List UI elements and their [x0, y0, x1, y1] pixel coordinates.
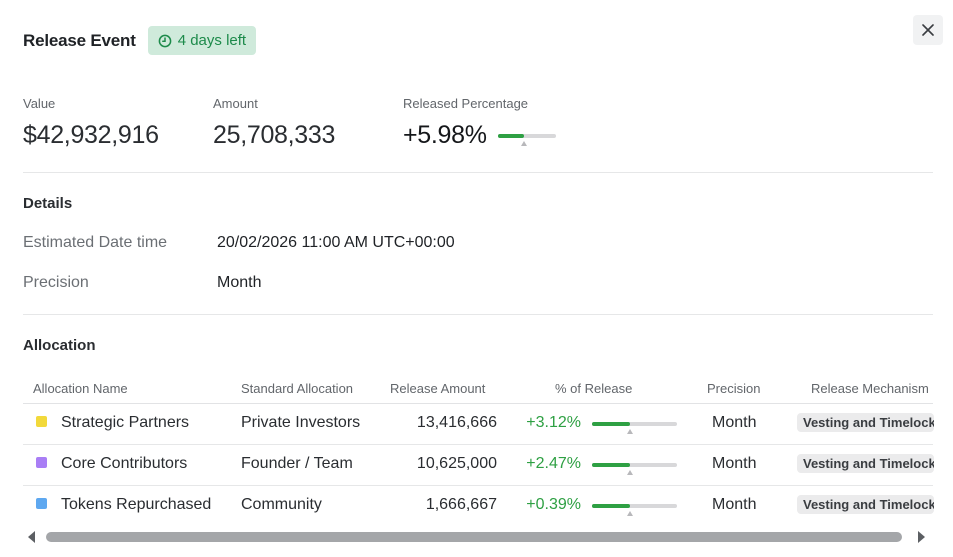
divider [23, 172, 933, 173]
scroll-right-arrow-icon[interactable] [918, 531, 925, 543]
detail-date-value: 20/02/2026 11:00 AM UTC+00:00 [217, 234, 455, 251]
mechanism-chip: Vesting and Timelock [797, 413, 934, 432]
released-progress-fill [497, 133, 524, 138]
mechanism-chip: Vesting and Timelock [797, 495, 934, 514]
column-header[interactable]: Standard Allocation [241, 381, 354, 396]
standard-allocation: Founder / Team [241, 455, 353, 472]
table-header: Allocation Name Standard Allocation Rele… [23, 376, 933, 404]
stat-amount-label: Amount [213, 96, 258, 111]
stat-released-row: +5.98% [403, 121, 556, 150]
detail-row-precision: Precision Month [23, 274, 261, 292]
precision-value: Month [712, 455, 757, 472]
release-pct-bar-cell [592, 422, 677, 434]
stat-released-label: Released Percentage [403, 96, 529, 111]
color-swatch [36, 498, 47, 510]
release-pct: +2.47% [526, 455, 581, 472]
release-pct-fill [592, 504, 630, 508]
release-pct-marker [627, 511, 633, 516]
release-pct-bar-cell [592, 504, 677, 516]
column-header[interactable]: % of Release [555, 381, 633, 396]
release-pct-fill [592, 463, 630, 467]
released-progress-marker [520, 140, 527, 146]
stat-amount-number: 25,708,333 [213, 121, 336, 149]
detail-precision-label: Precision [23, 274, 89, 291]
table-row[interactable]: Tokens Repurchased Community 1,666,667 +… [23, 486, 934, 527]
mechanism-chip: Vesting and Timelock [797, 454, 934, 473]
table-row[interactable]: Strategic Partners Private Investors 13,… [23, 404, 934, 445]
days-left-badge: 4 days left [147, 26, 257, 55]
color-swatch [36, 416, 47, 428]
standard-allocation: Community [241, 496, 322, 513]
column-header[interactable]: Precision [707, 381, 761, 396]
precision-value: Month [712, 496, 757, 513]
release-pct-fill [592, 422, 630, 426]
release-pct-marker [627, 470, 633, 475]
release-amount: 13,416,666 [416, 414, 497, 431]
mechanism-cell: Vesting and Timelock [797, 495, 934, 514]
stat-value-label: Value [23, 96, 56, 111]
release-amount: 1,666,667 [425, 496, 497, 513]
modal-header: Release Event 4 days left [23, 26, 257, 55]
release-pct-marker [627, 429, 633, 434]
detail-precision-value: Month [217, 274, 262, 291]
allocation-name-cell: Tokens Repurchased [36, 496, 211, 514]
detail-row-date: Estimated Date time 20/02/2026 11:00 AM … [23, 234, 455, 252]
details-title: Details [23, 195, 73, 212]
divider [23, 314, 933, 315]
close-button[interactable] [913, 15, 943, 45]
allocation-name-cell: Core Contributors [36, 455, 187, 473]
release-pct: +0.39% [526, 496, 581, 513]
stat-value-number: $42,932,916 [23, 121, 159, 149]
stat-released-number: +5.98% [403, 121, 487, 149]
stat-value: Value $42,932,916 [23, 96, 159, 150]
detail-date-label: Estimated Date time [23, 234, 168, 251]
released-progress-bar [497, 133, 556, 146]
mechanism-cell: Vesting and Timelock [797, 413, 934, 432]
release-amount: 10,625,000 [416, 455, 497, 472]
horizontal-scrollbar[interactable] [23, 527, 933, 545]
release-pct-bar [592, 504, 677, 516]
stats-row: Value $42,932,916 Amount 25,708,333 Rele… [0, 96, 953, 160]
standard-allocation: Private Investors [241, 414, 361, 431]
release-pct-bar-cell [592, 463, 677, 475]
modal-title: Release Event [23, 30, 136, 50]
release-pct-bar [592, 463, 677, 475]
column-header[interactable]: Release Mechanism [811, 381, 929, 396]
allocation-name: Tokens Repurchased [61, 496, 212, 513]
allocation-name-cell: Strategic Partners [36, 414, 189, 432]
column-header[interactable]: Allocation Name [33, 381, 128, 396]
mechanism-cell: Vesting and Timelock [797, 454, 934, 473]
clock-icon [158, 34, 172, 47]
stat-amount: Amount 25,708,333 [213, 96, 335, 150]
allocation-name: Strategic Partners [61, 414, 190, 431]
allocation-title: Allocation [23, 337, 96, 354]
precision-value: Month [712, 414, 757, 431]
badge-text: 4 days left [177, 32, 247, 49]
table-row[interactable]: Core Contributors Founder / Team 10,625,… [23, 445, 934, 486]
color-swatch [36, 457, 47, 469]
allocation-table: Allocation Name Standard Allocation Rele… [23, 376, 934, 527]
release-pct-bar [592, 422, 677, 434]
allocation-name: Core Contributors [61, 455, 188, 472]
stat-released: Released Percentage +5.98% [403, 96, 556, 150]
release-pct: +3.12% [526, 414, 581, 431]
scroll-thumb[interactable] [46, 532, 902, 542]
column-header[interactable]: Release Amount [390, 381, 486, 396]
scroll-left-arrow-icon[interactable] [28, 531, 35, 543]
close-icon [922, 24, 934, 36]
